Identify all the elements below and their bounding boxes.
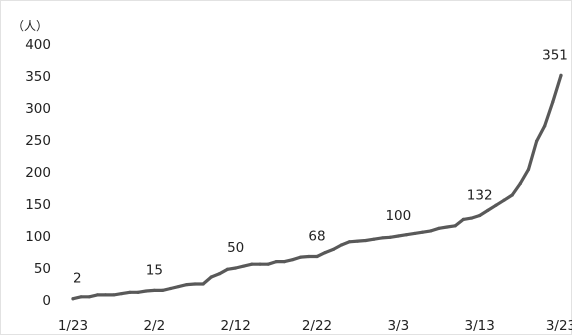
y-tick-label: 400 xyxy=(25,37,51,53)
data-point xyxy=(404,233,409,237)
data-point xyxy=(323,251,327,255)
data-point xyxy=(307,254,311,259)
y-tick-label: 100 xyxy=(25,229,51,245)
data-point xyxy=(250,262,254,266)
data-point xyxy=(242,264,246,268)
data-point xyxy=(339,243,343,247)
y-tick-label: 50 xyxy=(34,261,51,277)
data-point xyxy=(331,247,335,252)
data-point xyxy=(502,198,506,202)
data-point xyxy=(469,216,474,220)
data-point xyxy=(282,260,287,264)
x-axis: 1/23 2/2 2/12 2/22 3/3 3/13 3/23 xyxy=(58,318,572,334)
data-label: 68 xyxy=(308,228,325,244)
data-point xyxy=(356,239,360,243)
data-point xyxy=(299,255,303,259)
x-tick-label: 3/13 xyxy=(465,318,495,334)
data-point xyxy=(169,286,173,291)
data-point xyxy=(258,262,262,266)
data-point xyxy=(494,203,498,207)
data-point xyxy=(136,290,140,294)
y-tick-label: 350 xyxy=(25,69,51,85)
data-point xyxy=(347,240,352,244)
x-tick-label: 3/3 xyxy=(387,318,409,334)
data-label: 100 xyxy=(385,208,411,224)
data-point xyxy=(291,258,295,262)
y-tick-label: 250 xyxy=(25,133,51,149)
data-point xyxy=(413,231,417,236)
data-point xyxy=(160,288,165,292)
data-label: 15 xyxy=(146,262,163,278)
x-tick-label: 3/23 xyxy=(546,318,572,334)
x-tick-label: 2/2 xyxy=(143,318,165,334)
data-point xyxy=(510,193,514,197)
data-label-layer: 2 15 50 68 100 132 351 xyxy=(73,47,568,286)
data-point xyxy=(193,282,197,286)
data-point xyxy=(112,293,116,297)
data-point xyxy=(372,237,376,241)
data-point xyxy=(87,295,91,299)
data-point xyxy=(201,282,205,286)
y-tick-label: 300 xyxy=(25,101,51,117)
data-point xyxy=(526,167,531,172)
data-point xyxy=(396,234,400,238)
data-point xyxy=(388,235,392,239)
data-label: 50 xyxy=(227,240,244,256)
data-label: 132 xyxy=(467,188,493,204)
y-unit-label: （人） xyxy=(12,19,48,33)
data-point xyxy=(380,236,384,240)
data-point xyxy=(535,139,539,143)
data-point xyxy=(315,254,319,259)
y-axis: 0 50 100 150 200 250 300 350 400 xyxy=(25,37,51,309)
data-point xyxy=(551,100,555,104)
data-point xyxy=(234,266,238,270)
data-point xyxy=(95,293,99,297)
data-point xyxy=(103,293,108,297)
data-point xyxy=(486,208,490,212)
data-point xyxy=(79,295,83,299)
data-point xyxy=(429,229,433,233)
data-point xyxy=(144,289,148,293)
data-point xyxy=(120,292,124,296)
data-label: 2 xyxy=(73,271,82,287)
data-point xyxy=(266,262,270,266)
data-point xyxy=(543,124,547,128)
data-point xyxy=(461,217,465,221)
data-point xyxy=(185,283,189,287)
data-point xyxy=(274,260,278,264)
data-point xyxy=(177,284,181,289)
x-tick-label: 1/23 xyxy=(58,318,88,334)
data-label: 351 xyxy=(542,47,568,63)
x-tick-label: 2/22 xyxy=(302,318,332,334)
y-tick-label: 150 xyxy=(25,197,51,213)
data-point xyxy=(217,272,221,276)
data-point xyxy=(225,267,230,271)
y-tick-label: 0 xyxy=(42,293,51,309)
data-point xyxy=(71,297,75,301)
data-point xyxy=(518,181,522,186)
data-point xyxy=(453,224,457,228)
data-point xyxy=(478,213,482,218)
y-tick-label: 200 xyxy=(25,165,51,181)
data-point xyxy=(128,290,132,294)
data-point xyxy=(364,238,368,243)
data-point xyxy=(445,225,449,229)
data-point xyxy=(209,275,213,279)
x-tick-label: 2/12 xyxy=(221,318,251,334)
series-layer xyxy=(71,73,563,301)
data-point xyxy=(559,73,563,77)
data-point xyxy=(152,288,156,292)
data-point xyxy=(437,226,441,230)
data-point xyxy=(421,230,425,234)
